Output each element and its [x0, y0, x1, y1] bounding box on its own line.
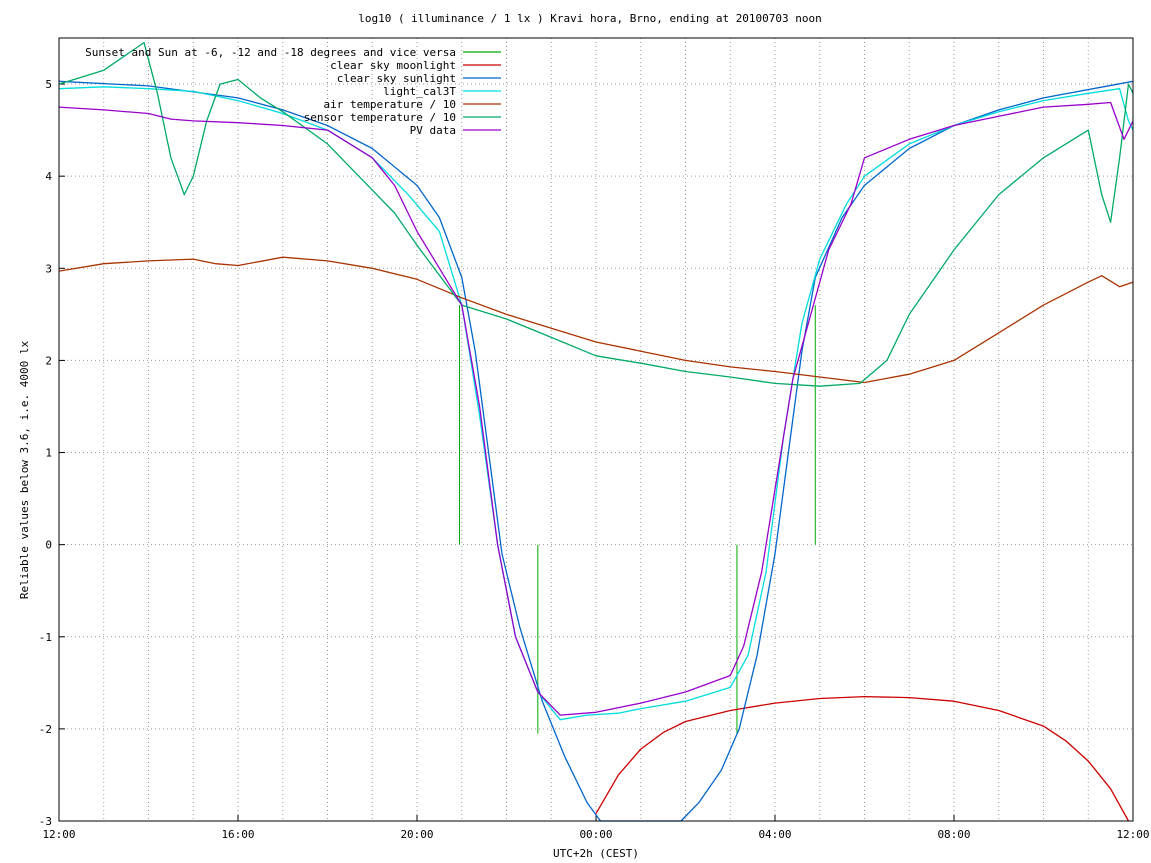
x-tick-label: 00:00 — [579, 828, 612, 841]
legend: Sunset and Sun at -6, -12 and -18 degree… — [85, 46, 501, 137]
y-tick-label: -2 — [39, 723, 52, 736]
legend-label: air temperature / 10 — [324, 98, 456, 111]
axis-ticks: 12:00 16:00 20:00 00:00 04:00 08:00 12:00 5 4 3 2 1… — [39, 78, 1150, 841]
x-tick-label: 20:00 — [400, 828, 433, 841]
x-tick-label: 08:00 — [937, 828, 970, 841]
y-tick-label: -3 — [39, 815, 52, 828]
plot-border — [58, 37, 1134, 822]
grid — [59, 38, 1133, 821]
x-tick-label: 16:00 — [221, 828, 254, 841]
legend-label: PV data — [410, 124, 456, 137]
y-tick-label: 0 — [45, 539, 52, 552]
y-tick-label: 5 — [45, 78, 52, 91]
series-6-line — [58, 101, 1134, 716]
series-5-line — [58, 41, 1134, 387]
y-tick-label: 4 — [45, 170, 52, 183]
x-axis-label: UTC+2h (CEST) — [553, 847, 639, 860]
legend-label: light_cal3T — [383, 85, 456, 98]
legend-label: sensor temperature / 10 — [304, 111, 456, 124]
x-tick-label: 12:00 — [42, 828, 75, 841]
series-1-line — [595, 695, 1130, 822]
y-axis-label: Reliable values below 3.6, i.e. 4000 lx — [18, 340, 31, 599]
series-3-line — [58, 86, 1134, 721]
series-group — [58, 41, 1134, 822]
y-tick-label: -1 — [39, 631, 52, 644]
chart-title: log10 ( illuminance / 1 lx ) Kravi hora,… — [358, 12, 822, 25]
legend-label: clear sky sunlight — [337, 72, 456, 85]
x-tick-label: 12:00 — [1116, 828, 1149, 841]
legend-label: clear sky moonlight — [330, 59, 456, 72]
legend-label: Sunset and Sun at -6, -12 and -18 degree… — [85, 46, 456, 59]
series-4-line — [58, 256, 1134, 384]
y-tick-label: 3 — [45, 262, 52, 275]
x-tick-label: 04:00 — [758, 828, 791, 841]
y-tick-label: 1 — [45, 447, 52, 460]
y-tick-label: 2 — [45, 354, 52, 367]
